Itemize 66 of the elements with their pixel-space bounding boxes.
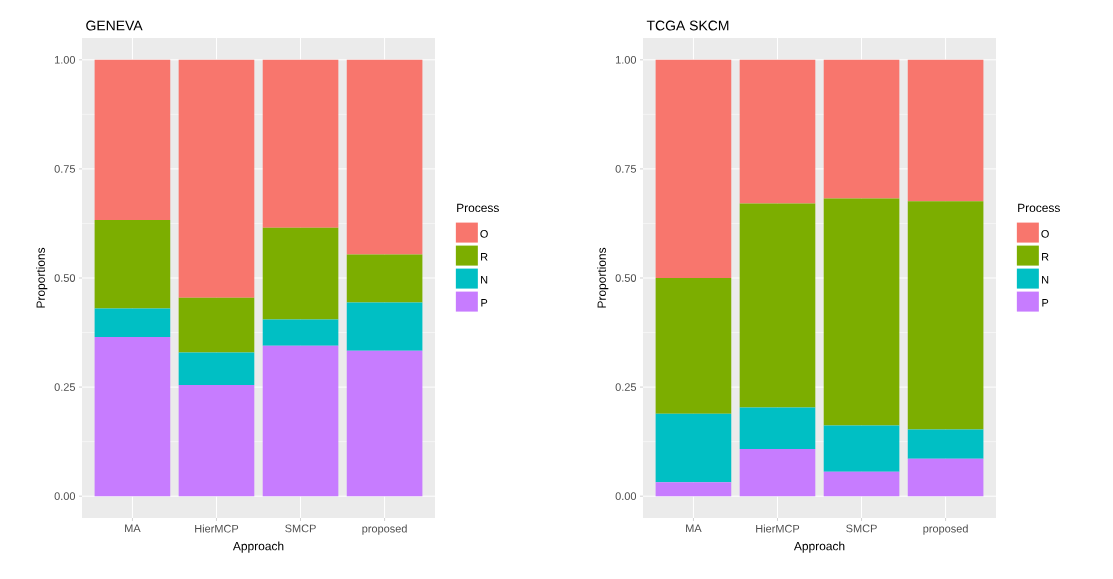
y-tick-label: 0.50: [615, 274, 637, 282]
bar: [739, 407, 816, 450]
bar: [94, 308, 171, 337]
x-tick-label: HierMCP: [195, 524, 239, 533]
bar: [739, 203, 816, 408]
legend-title: Process: [457, 203, 499, 213]
bar: [739, 449, 816, 497]
legend-label: O: [1041, 230, 1049, 238]
y-tick-label: 0.00: [54, 492, 76, 501]
bar: [262, 319, 339, 346]
bar: [907, 429, 984, 459]
x-tick-label: SMCP: [846, 524, 877, 533]
bar: [346, 302, 423, 351]
bar: [262, 59, 339, 228]
bar: [907, 59, 984, 202]
x-axis-title: Approach: [232, 541, 284, 553]
bar: [655, 413, 732, 483]
legend-label: P: [1042, 299, 1049, 307]
y-tick-label: 0.50: [54, 274, 76, 282]
bar: [178, 297, 255, 353]
bar: [823, 471, 900, 497]
y-axis-title: Proportions: [597, 247, 609, 308]
legend-label: N: [1042, 276, 1049, 284]
y-tick-label: 0.25: [54, 383, 76, 391]
y-tick-label: 0.25: [615, 383, 637, 391]
bar: [262, 227, 339, 320]
bar: [94, 59, 171, 220]
bar: [94, 219, 171, 309]
legend-label: N: [481, 276, 488, 284]
x-tick-label: proposed: [362, 524, 407, 535]
bar: [346, 59, 423, 255]
y-tick-label: 1.00: [54, 55, 76, 64]
bar: [346, 350, 423, 497]
chart-title: GENEVA: [86, 20, 143, 31]
x-tick-label: MA: [125, 524, 141, 533]
y-axis-title: Proportions: [36, 247, 48, 308]
bar: [907, 201, 984, 430]
bar: [655, 278, 732, 414]
chart-title: TCGA SKCM: [646, 20, 729, 31]
bar: [346, 254, 423, 303]
y-tick-label: 0.75: [54, 165, 76, 173]
bar: [823, 198, 900, 426]
legend-label: R: [1042, 253, 1049, 261]
bar: [94, 336, 171, 497]
bar: [823, 59, 900, 199]
legend-label: O: [480, 230, 488, 238]
x-tick-label: MA: [686, 524, 702, 533]
legend-label: P: [481, 299, 488, 307]
y-tick-label: 1.00: [615, 55, 637, 64]
y-tick-label: 0.00: [615, 492, 637, 501]
bar: [823, 425, 900, 472]
legend-label: R: [481, 253, 488, 261]
legend-title: Process: [1018, 203, 1060, 213]
y-tick-label: 0.75: [615, 165, 637, 173]
x-tick-label: proposed: [923, 524, 968, 535]
bar: [739, 59, 816, 204]
bar: [907, 458, 984, 497]
x-axis-title: Approach: [793, 541, 845, 553]
bar: [655, 59, 732, 278]
x-tick-label: HierMCP: [756, 524, 800, 533]
bar: [178, 352, 255, 385]
bar: [178, 384, 255, 497]
x-tick-label: SMCP: [285, 524, 316, 533]
bar: [262, 345, 339, 497]
bar: [178, 59, 255, 298]
bar: [655, 482, 732, 497]
